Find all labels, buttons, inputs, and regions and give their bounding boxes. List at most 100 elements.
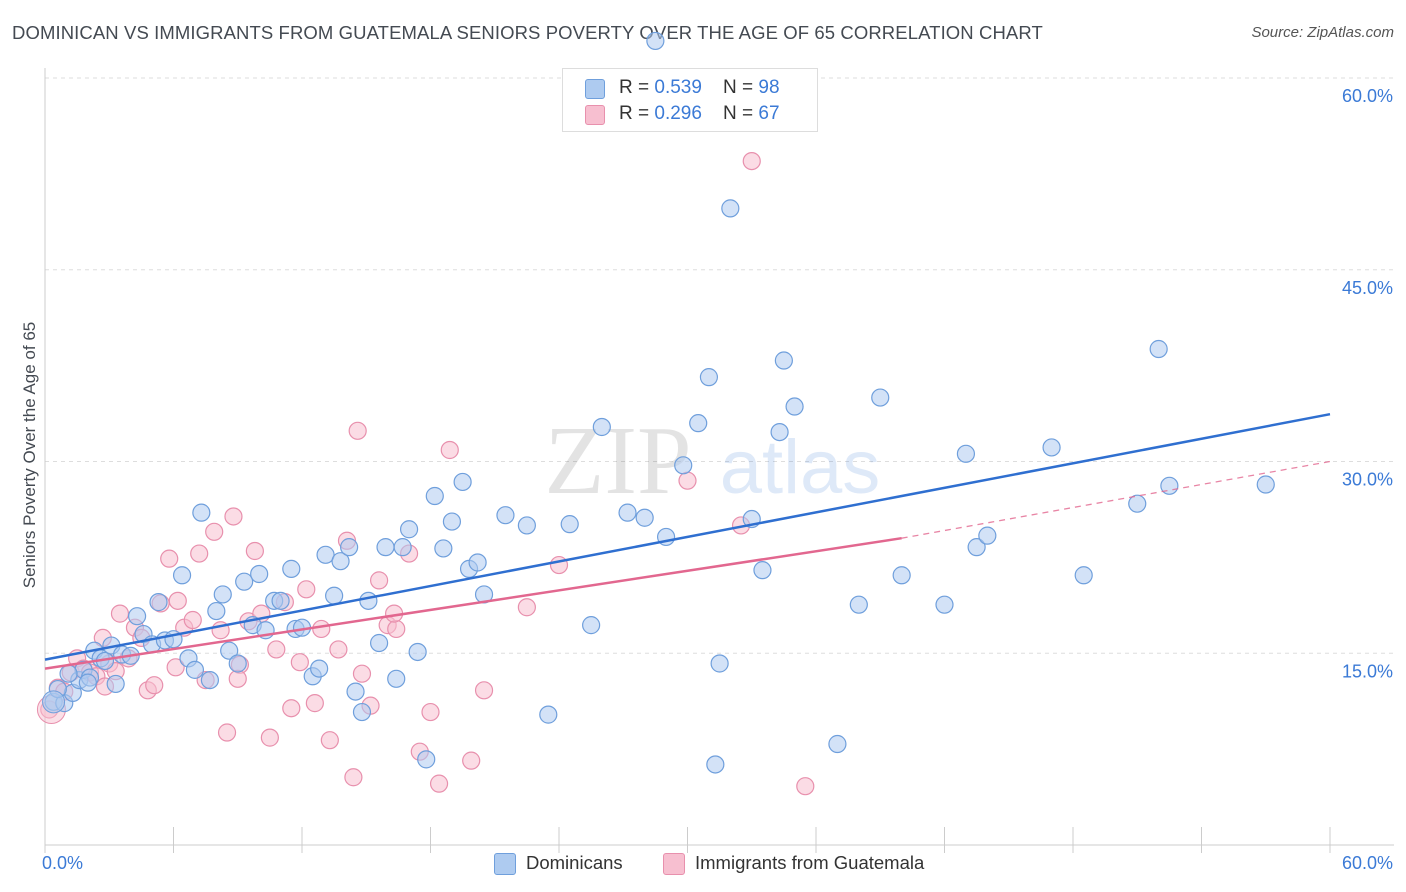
bottom-legend-swatch-blue: [494, 853, 516, 875]
dominican-point: [359, 591, 378, 610]
correlation-legend: R = 0.539 N = 98 R = 0.296 N = 67: [562, 68, 818, 132]
dominican-point: [271, 591, 290, 610]
y-axis-label: Seniors Poverty Over the Age of 65: [20, 321, 39, 589]
guatemala-trendline: [44, 536, 902, 670]
guatemala-point: [110, 604, 130, 623]
dominican-point: [674, 456, 693, 475]
dominican-point: [331, 552, 350, 571]
dominican-point: [228, 654, 247, 673]
guatemala-point: [796, 777, 815, 796]
watermark-zip: ZIP: [545, 407, 692, 515]
dominican-point: [207, 601, 226, 621]
dominican-point: [127, 607, 147, 626]
watermark: ZIP atlas: [545, 407, 881, 515]
dominican-point: [78, 673, 97, 692]
dominican-point: [967, 538, 986, 557]
guatemala-point: [224, 507, 243, 526]
guatemala-point: [267, 640, 286, 659]
trendlines: [44, 412, 1331, 670]
dominican-point: [399, 520, 419, 539]
guatemala-point: [387, 619, 406, 639]
dominican-point: [310, 659, 329, 678]
dominican-trendline: [44, 412, 1331, 661]
dominican-point: [539, 705, 558, 724]
dominican-point: [689, 414, 708, 433]
legend-n-value: 98: [758, 77, 780, 98]
guatemala-point: [190, 544, 209, 563]
guatemala-point: [348, 421, 367, 440]
watermark-atlas: atlas: [720, 425, 881, 510]
guatemala-point: [429, 774, 449, 793]
guatemala-point: [168, 591, 187, 610]
y-tick-label: 15.0%: [1342, 661, 1393, 681]
y-tick-label: 60.0%: [1342, 86, 1393, 106]
guatemala-point: [305, 694, 324, 713]
dominican-point: [453, 472, 472, 492]
dominican-point: [849, 595, 868, 614]
dominican-point: [560, 515, 579, 534]
guatemala-point: [282, 699, 301, 718]
x-tick-label: 0.0%: [42, 853, 83, 873]
dominican-point: [220, 641, 239, 660]
dominican-point: [828, 734, 847, 754]
guatemala-point: [370, 571, 389, 590]
dominican-point: [706, 755, 725, 774]
dominican-point: [442, 512, 462, 531]
dominican-point: [1149, 339, 1168, 359]
guatemala-point: [474, 681, 494, 700]
dominican-point: [935, 595, 954, 614]
dominican-point: [1074, 566, 1093, 585]
dominican-point: [393, 538, 412, 557]
dominican-point: [892, 566, 911, 585]
guatemala-point: [462, 751, 481, 770]
guatemala-point: [742, 151, 761, 171]
dominican-point: [352, 702, 372, 722]
dominican-point: [618, 503, 637, 522]
dominican-point: [753, 561, 772, 580]
dominican-point: [468, 553, 487, 572]
legend-n-label: N =: [723, 103, 759, 124]
guatemala-point: [678, 471, 697, 490]
dominican-point: [646, 31, 665, 51]
guatemala-point: [228, 669, 247, 688]
guatemala-point: [205, 522, 224, 541]
bottom-legend-label: Dominicans: [526, 852, 623, 873]
dominican-point: [235, 572, 254, 591]
guatemala-point: [352, 664, 372, 683]
dominican-point: [417, 750, 436, 769]
dominican-point: [785, 397, 804, 416]
dominican-point: [340, 538, 359, 557]
guatemala-point: [166, 658, 185, 677]
tick-labels: 15.0% 30.0% 45.0% 60.0% 0.0% 60.0%: [42, 86, 1393, 873]
guatemala-point: [297, 580, 316, 599]
dominican-point: [956, 444, 976, 463]
dominican-point: [425, 486, 444, 506]
dominican-point: [282, 559, 301, 578]
dominican-point: [172, 566, 192, 585]
legend-r-label: R =: [619, 77, 655, 98]
dominican-point: [710, 654, 729, 673]
guatemala-point: [260, 728, 279, 747]
dominican-point: [1256, 475, 1275, 494]
dominican-point: [346, 682, 365, 701]
guatemala-point: [245, 541, 264, 561]
dominican-point: [59, 664, 78, 683]
guatemala-point: [145, 676, 164, 695]
dominican-point: [408, 642, 427, 662]
x-tick-label: 60.0%: [1342, 853, 1393, 873]
dominican-point: [106, 674, 125, 694]
guatemala-point: [421, 702, 440, 722]
guatemala-point: [329, 640, 348, 659]
legend-n-label: N =: [723, 77, 759, 98]
dominican-point: [316, 545, 335, 564]
dominican-point: [978, 526, 997, 545]
legend-r-value: 0.296: [654, 103, 702, 124]
legend-r-label: R =: [619, 103, 655, 124]
dominican-point: [721, 199, 740, 218]
dominican-point: [250, 564, 269, 584]
y-tick-label: 45.0%: [1342, 278, 1393, 298]
legend-r-value: 0.539: [654, 77, 702, 98]
guatemala-point: [440, 440, 459, 460]
dominican-point: [871, 388, 890, 407]
